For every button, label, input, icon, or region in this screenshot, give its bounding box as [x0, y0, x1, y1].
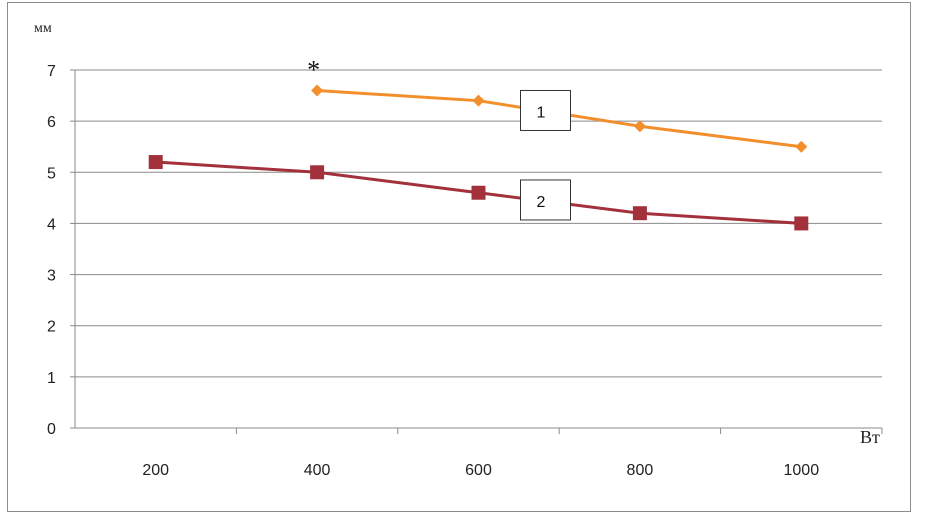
series-label-box: 2 [520, 179, 571, 221]
y-tick-label: 1 [47, 370, 56, 387]
y-tick-label: 2 [47, 319, 56, 336]
series-layer [148, 84, 809, 231]
data-point [148, 155, 163, 170]
x-tick-label: 400 [304, 462, 331, 479]
data-point [471, 185, 486, 200]
data-point [472, 94, 485, 107]
annotation-asterisk: * [307, 55, 320, 84]
series-label-box-frame [520, 179, 571, 221]
data-point [794, 216, 809, 231]
y-tick-label: 4 [47, 216, 56, 233]
axes: 0 1 2 3 4 5 6 7 200 400 600 800 1000 [47, 63, 883, 479]
y-tick-label: 6 [47, 114, 56, 131]
x-tick-label: 600 [465, 462, 492, 479]
y-tick-label: 3 [47, 268, 56, 285]
data-point [311, 84, 324, 97]
series-2 [148, 155, 809, 231]
x-tick-label: 800 [627, 462, 654, 479]
x-tick-label: 1000 [784, 462, 820, 479]
data-point [795, 140, 808, 153]
y-axis-unit-label: мм [34, 21, 52, 36]
data-point [633, 120, 646, 133]
data-point [310, 165, 325, 180]
y-tick-label: 7 [47, 63, 56, 80]
chart-frame [7, 2, 911, 512]
series-label-text: 1 [537, 104, 546, 121]
y-tick-label: 5 [47, 165, 56, 182]
series-label-box-frame [520, 89, 571, 131]
data-point [632, 206, 647, 221]
gridlines [75, 69, 882, 378]
x-tick-label: 200 [142, 462, 169, 479]
series-label-text: 2 [537, 194, 546, 211]
series-labels: 1 2 * [307, 55, 571, 221]
series-label-box: 1 [520, 89, 571, 131]
y-tick-label: 0 [47, 421, 56, 438]
x-axis-unit-label: Вт [860, 427, 880, 447]
